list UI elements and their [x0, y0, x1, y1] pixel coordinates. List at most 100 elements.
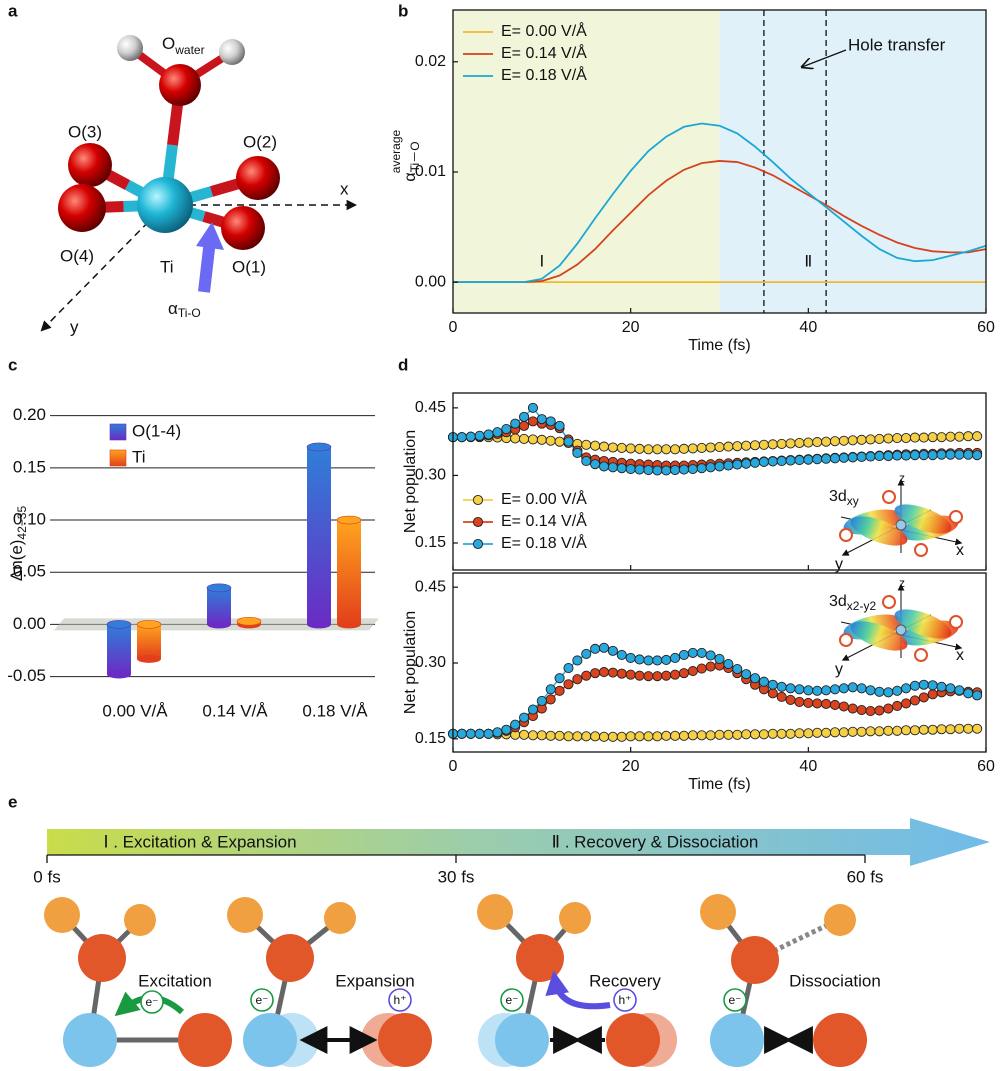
phase-band [453, 10, 720, 313]
point [643, 444, 654, 455]
point [909, 432, 920, 443]
charge-label: e⁻ [255, 993, 268, 1007]
point [972, 723, 983, 734]
point [581, 455, 592, 467]
charge-label: h⁺ [393, 993, 406, 1007]
y-axis-label-main: Net population [402, 430, 419, 533]
point [625, 731, 636, 742]
point [776, 455, 787, 467]
legend-label: O(1-4) [132, 421, 181, 440]
x-tick-label: 60 [977, 319, 995, 336]
molecule [40, 35, 358, 332]
point [821, 727, 832, 738]
point [758, 456, 769, 467]
point [572, 655, 583, 666]
atom [824, 904, 856, 936]
point [883, 451, 894, 462]
point [527, 704, 539, 715]
x-tick-label: 0.18 V/Å [302, 701, 368, 720]
point [456, 432, 467, 443]
point [847, 726, 858, 737]
point [643, 671, 654, 682]
charge-ring [500, 988, 524, 1012]
series-line [453, 160, 987, 284]
inset-label-sub: x2-y2 [847, 599, 877, 613]
point [856, 726, 867, 737]
y-tick-label: 0.30 [415, 467, 446, 484]
point [972, 450, 983, 461]
step-label: Recovery [589, 971, 661, 990]
atom [516, 934, 564, 982]
point [625, 652, 636, 663]
atom [559, 902, 591, 934]
point [652, 655, 663, 666]
point [767, 456, 778, 467]
atom-label-main: O [162, 34, 175, 53]
point [803, 454, 814, 465]
x-tick-label: 40 [799, 758, 817, 775]
point [687, 647, 698, 658]
atom-o [236, 156, 280, 200]
point [874, 451, 885, 462]
point [776, 691, 787, 702]
legend-swatch-point [472, 516, 484, 528]
point [785, 728, 796, 739]
point [785, 683, 796, 694]
atom [813, 1013, 867, 1067]
point [732, 664, 743, 675]
y-tick-label: 0.10 [13, 510, 46, 529]
point [767, 688, 778, 699]
point [803, 728, 814, 739]
y-tick-label: 0.15 [415, 730, 446, 747]
inset-axis-label: x [956, 542, 964, 559]
point [670, 652, 681, 663]
point [972, 431, 983, 442]
point [643, 464, 654, 476]
point [661, 465, 672, 476]
point [536, 414, 547, 425]
axis-label: y [70, 317, 79, 336]
point [794, 684, 805, 695]
orbital-inset: 3dx2-y2 z x y [829, 576, 964, 678]
point [625, 464, 636, 475]
point [865, 705, 876, 717]
point [767, 728, 778, 739]
point [785, 694, 796, 705]
point [954, 431, 965, 442]
atom-label: O(2) [243, 132, 277, 151]
point [510, 433, 521, 444]
point [634, 731, 645, 742]
point [821, 685, 832, 696]
x-tick-label: 0.00 V/Å [102, 701, 168, 720]
point [847, 682, 858, 693]
point [545, 730, 556, 741]
inset-axis-label: z [899, 576, 905, 590]
atom [710, 1013, 764, 1067]
point [590, 668, 601, 679]
point [918, 679, 929, 690]
y-axis-label: Net population [402, 430, 419, 533]
orbital-lobe [850, 621, 908, 651]
point [616, 731, 627, 742]
point [865, 726, 876, 737]
point [590, 643, 601, 654]
transfer-arrow [545, 970, 611, 1010]
atom-label: Ti [160, 257, 174, 276]
point [554, 730, 565, 741]
y-tick-label: 0.15 [13, 457, 46, 476]
point [652, 671, 663, 682]
point [554, 420, 565, 431]
atom [495, 1013, 549, 1067]
point [918, 450, 929, 461]
atom-o [159, 64, 201, 106]
atom [63, 1013, 117, 1067]
inset-oxygen [839, 633, 853, 647]
point [803, 697, 814, 709]
inset-label: 3dxy [829, 488, 859, 508]
legend-label: E= 0.00 V/Å [501, 21, 587, 40]
point [945, 724, 956, 735]
point [492, 427, 503, 438]
point [687, 666, 698, 677]
